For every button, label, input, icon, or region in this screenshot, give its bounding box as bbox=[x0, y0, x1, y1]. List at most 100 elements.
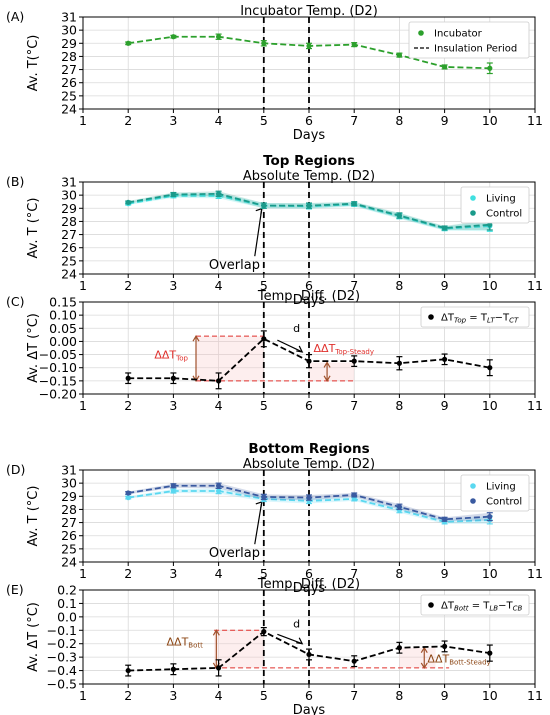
x-tick-label: 2 bbox=[124, 398, 132, 413]
x-tick-label: 4 bbox=[215, 113, 223, 128]
x-tick-label: 9 bbox=[441, 688, 449, 703]
overlap-arrow-head bbox=[255, 501, 263, 509]
series-1 bbox=[125, 33, 493, 75]
x-tick-label: 11 bbox=[527, 398, 543, 413]
y-tick-label: 0.10 bbox=[49, 308, 77, 323]
x-tick-label: 9 bbox=[441, 398, 449, 413]
data-point bbox=[487, 222, 493, 228]
legend-part: −T bbox=[498, 601, 513, 612]
x-tick-label: 4 bbox=[215, 398, 223, 413]
data-point bbox=[351, 658, 357, 664]
legend-label: ΔTBott = TLB−TCB bbox=[441, 601, 522, 613]
legend-part: CB bbox=[513, 605, 523, 613]
legend-part: = T bbox=[469, 601, 491, 612]
y-tick-label: 0.05 bbox=[49, 321, 77, 336]
y-tick-label: 28 bbox=[61, 49, 77, 64]
ddt-steady-arrow-head bbox=[323, 375, 331, 383]
d-arrow-head bbox=[296, 345, 304, 353]
x-tick-label: 8 bbox=[395, 278, 403, 293]
x-tick-label: 9 bbox=[441, 113, 449, 128]
y-tick-label: −0.4 bbox=[47, 663, 77, 678]
data-point bbox=[442, 643, 448, 650]
y-tick-label: 30 bbox=[61, 188, 77, 203]
d-label: d bbox=[293, 618, 300, 631]
series-2 bbox=[125, 190, 493, 231]
x-tick-label: 1 bbox=[79, 278, 87, 293]
legend-marker bbox=[470, 483, 476, 489]
data-point bbox=[125, 490, 131, 496]
data-point bbox=[216, 483, 222, 489]
overlap-arrow-head bbox=[255, 207, 263, 215]
data-point bbox=[396, 645, 402, 651]
y-tick-label: 0.00 bbox=[49, 334, 77, 349]
x-tick-label: 3 bbox=[169, 278, 177, 293]
x-tick-label: 6 bbox=[305, 113, 313, 128]
y-axis-label: Av. T (°C) bbox=[26, 486, 41, 547]
overlap-arrow bbox=[254, 208, 263, 257]
y-axis-label: Av. ΔT (°C) bbox=[26, 602, 41, 672]
data-point bbox=[125, 40, 131, 46]
series-band bbox=[128, 191, 490, 230]
x-tick-label: 10 bbox=[482, 278, 498, 293]
data-point bbox=[170, 34, 176, 40]
x-tick-label: 6 bbox=[305, 566, 313, 581]
y-tick-label: −0.5 bbox=[47, 677, 77, 692]
y-tick-label: −0.2 bbox=[47, 636, 77, 651]
overlap-label: Overlap bbox=[209, 258, 260, 273]
legend-marker bbox=[470, 195, 476, 201]
y-tick-label: 25 bbox=[61, 88, 77, 103]
ddt-top-sub: Top bbox=[175, 355, 188, 363]
data-point bbox=[306, 43, 312, 49]
x-tick-label: 1 bbox=[79, 688, 87, 703]
y-axis-label: Av. T (°C) bbox=[26, 198, 41, 259]
y-tick-label: 25 bbox=[61, 541, 77, 556]
y-tick-label: 27 bbox=[61, 515, 77, 530]
x-axis-label: Days bbox=[293, 128, 326, 143]
legend-box bbox=[420, 306, 530, 328]
ddt-steady-sub: Top-Steady bbox=[334, 348, 374, 356]
x-tick-label: 2 bbox=[124, 113, 132, 128]
d-arrow bbox=[277, 633, 303, 645]
y-tick-label: 30 bbox=[61, 476, 77, 491]
x-tick-label: 4 bbox=[215, 688, 223, 703]
legend-box bbox=[460, 186, 530, 224]
data-point bbox=[487, 365, 493, 371]
ddt-steady-label: ΔΔTBott-Steady bbox=[427, 653, 490, 667]
panel-supertitle: Top Regions bbox=[263, 153, 355, 169]
legend-part: Bott bbox=[454, 605, 469, 613]
x-tick-label: 5 bbox=[260, 278, 268, 293]
ddt-arrow-head bbox=[192, 375, 200, 383]
data-point bbox=[261, 494, 267, 500]
ddt-bott-sub: Bott bbox=[188, 642, 203, 650]
ddt-top-label: ΔΔTTop bbox=[154, 349, 188, 363]
x-tick-label: 11 bbox=[527, 566, 543, 581]
x-tick-label: 5 bbox=[260, 398, 268, 413]
data-point bbox=[125, 495, 131, 501]
data-point bbox=[351, 496, 357, 502]
panel-label: (B) bbox=[6, 174, 24, 189]
panel-label: (A) bbox=[6, 9, 24, 24]
legend-box bbox=[408, 21, 530, 59]
panel-5: 1 2 3 4 5 6 7 8 9 10 11 −0.5−0.4−0.3−0.2−0.10.00.10… bbox=[6, 577, 543, 715]
data-point bbox=[306, 651, 312, 658]
ddt-steady-region bbox=[309, 362, 355, 381]
data-point bbox=[216, 34, 222, 40]
legend-part: Top bbox=[454, 317, 467, 325]
legend-label: Living bbox=[486, 194, 516, 205]
ddt-steady-label: ΔΔTTop-Steady bbox=[314, 342, 375, 356]
panel-title: Temp. Diff. (D2) bbox=[257, 577, 360, 592]
data-point bbox=[396, 212, 402, 219]
data-point bbox=[170, 191, 176, 198]
panel-title: Absolute Temp. (D2) bbox=[243, 169, 375, 184]
x-tick-label: 8 bbox=[395, 398, 403, 413]
legend-box bbox=[420, 594, 530, 616]
legend-label: ΔTTop = TLT−TCT bbox=[441, 313, 519, 325]
x-tick-label: 10 bbox=[482, 113, 498, 128]
y-tick-label: 26 bbox=[61, 240, 77, 255]
legend-box bbox=[460, 474, 530, 512]
y-tick-label: 25 bbox=[61, 253, 77, 268]
data-point bbox=[216, 191, 222, 197]
data-point bbox=[216, 488, 222, 494]
x-tick-label: 9 bbox=[441, 566, 449, 581]
legend-marker bbox=[428, 602, 434, 608]
